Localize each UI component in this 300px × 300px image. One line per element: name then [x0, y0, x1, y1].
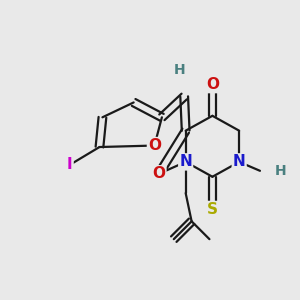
Text: O: O — [206, 77, 219, 92]
Text: I: I — [67, 158, 73, 172]
Text: N: N — [179, 154, 192, 169]
Text: H: H — [275, 164, 286, 178]
Text: O: O — [148, 138, 161, 153]
Text: N: N — [233, 154, 245, 169]
Text: O: O — [152, 166, 165, 181]
Text: S: S — [207, 202, 218, 217]
Text: H: H — [174, 63, 185, 77]
